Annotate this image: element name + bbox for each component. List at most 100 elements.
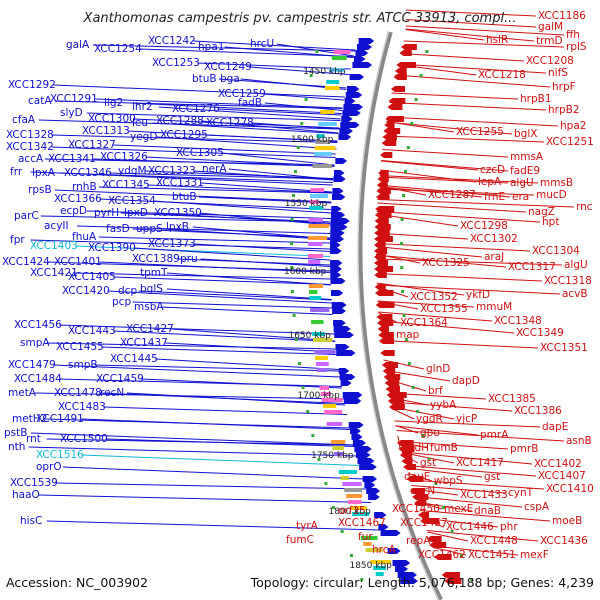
forward-gene-label[interactable]: bga [220,73,240,85]
forward-gene-label[interactable]: XCC1354 [108,195,156,207]
forward-gene-label[interactable]: XCC1421 [30,267,78,279]
reverse-gene-label[interactable]: XCC1467 [338,517,386,529]
forward-gene-label[interactable]: accA [18,153,44,165]
reverse-gene-label[interactable]: fur [358,531,373,543]
reverse-gene-label[interactable]: gpo [420,427,440,439]
reverse-gene-label[interactable]: algU [564,259,588,271]
forward-gene-label[interactable]: lhr2 [132,101,153,113]
forward-gene-label[interactable]: XCC1483 [58,401,106,413]
forward-gene-label[interactable]: rpsB [28,184,52,196]
forward-gene-label[interactable]: XCC1341 [48,153,96,165]
forward-gene-label[interactable]: XCC1295 [160,129,208,141]
reverse-gene-label[interactable]: era [512,191,529,203]
forward-gene-label[interactable]: XCC1350 [154,207,202,219]
forward-gene-label[interactable]: XCC1305 [176,147,224,159]
reverse-gene-label[interactable]: gcdH [402,442,429,454]
reverse-gene-label[interactable]: mmsB [540,177,573,189]
reverse-gene-label[interactable]: rnc [576,201,593,213]
forward-gene-label[interactable]: rnt [26,433,41,445]
forward-gene-label[interactable]: slyD [60,107,83,119]
forward-gene-label[interactable]: fadB [238,97,262,109]
forward-gene-label[interactable]: oprO [36,461,62,473]
reverse-gene-label[interactable]: yjcP [456,413,477,425]
forward-gene-label[interactable]: XCC1327 [68,139,116,151]
reverse-gene-label[interactable]: XCC1402 [534,458,582,470]
forward-gene-label[interactable]: XCC1500 [60,433,108,445]
reverse-gene-label[interactable]: oprN [410,485,435,497]
forward-gene-label[interactable]: dcp [118,285,137,297]
reverse-gene-label[interactable]: XCC1349 [516,327,564,339]
forward-gene-label[interactable]: btuB [172,191,197,203]
forward-gene-label[interactable]: XCC1259 [218,88,266,100]
reverse-gene-label[interactable]: czcD [480,164,505,176]
reverse-gene-label[interactable]: wbpS [434,475,463,487]
reverse-gene-label[interactable]: ygdR [416,413,443,425]
forward-gene-label[interactable]: uppS [136,223,163,235]
forward-gene-label[interactable]: XCC1346 [64,167,112,179]
reverse-gene-label[interactable]: yybA [430,399,457,411]
forward-gene-label[interactable]: parC [14,210,39,222]
reverse-gene-label[interactable]: XCC1446 [446,521,494,533]
reverse-gene-label[interactable]: rplS [566,41,587,53]
forward-gene-label[interactable]: XCC1390 [88,242,136,254]
forward-gene-label[interactable]: XCC1405 [68,271,116,283]
reverse-gene-label[interactable]: XCC1348 [494,315,542,327]
forward-gene-label[interactable]: frr [10,166,23,178]
reverse-gene-label[interactable]: XCC1302 [470,233,518,245]
reverse-gene-label[interactable]: cspA [524,501,550,513]
reverse-gene-label[interactable]: XCC1251 [546,136,594,148]
reverse-gene-label[interactable]: glnD [426,363,450,375]
reverse-gene-label[interactable]: hpa2 [560,120,586,132]
reverse-gene-label[interactable]: phr [500,521,518,533]
reverse-gene-label[interactable]: pmrA [480,429,509,441]
reverse-gene-label[interactable]: XCC1433 [460,489,508,501]
reverse-gene-label[interactable]: hpt [542,216,559,228]
forward-gene-label[interactable]: XCC1249 [204,61,252,73]
forward-gene-label[interactable]: XCC1313 [82,125,130,137]
reverse-gene-label[interactable]: XCC1407 [538,470,586,482]
reverse-gene-label[interactable]: ffh [566,29,580,41]
forward-gene-label[interactable]: XCC1456 [14,319,62,331]
reverse-gene-label[interactable]: trmD [536,35,563,47]
forward-gene-label[interactable]: cfaA [12,114,36,126]
reverse-gene-label[interactable]: moeB [552,515,582,527]
forward-gene-label[interactable]: XCC1478 [54,387,102,399]
reverse-gene-label[interactable]: orf35 [338,505,366,517]
forward-gene-label[interactable]: smpB [68,359,98,371]
reverse-gene-label[interactable]: XCC1436 [540,535,588,547]
forward-gene-label[interactable]: XCC1288 [156,115,204,127]
reverse-gene-label[interactable]: XCC1451 [468,549,516,561]
reverse-gene-label[interactable]: gst [420,457,436,469]
reverse-gene-label[interactable]: pmrB [510,443,538,455]
forward-gene-label[interactable]: XCC1323 [148,165,196,177]
forward-gene-label[interactable]: hrcU [250,38,274,50]
forward-gene-label[interactable]: XCC1292 [8,79,56,91]
forward-gene-label[interactable]: msbA [134,301,164,313]
reverse-gene-label[interactable]: XCC1462 [418,549,466,561]
reverse-gene-label[interactable]: nifS [548,67,568,79]
reverse-gene-label[interactable]: frnE [484,191,505,203]
forward-gene-label[interactable]: pyrH [94,207,119,219]
reverse-gene-label[interactable]: XCC1385 [488,393,536,405]
forward-gene-label[interactable]: rnhB [72,181,97,193]
reverse-gene-label[interactable]: map [396,329,420,341]
forward-gene-label[interactable]: galA [66,39,90,51]
forward-gene-label[interactable]: XCC1342 [6,141,54,153]
forward-gene-label[interactable]: haaO [12,489,40,501]
forward-gene-label[interactable]: XCC1479 [8,359,56,371]
forward-gene-label[interactable]: XCC1455 [56,341,104,353]
reverse-gene-label[interactable]: dnaB [474,505,501,517]
forward-gene-label[interactable]: bglS [140,283,163,295]
reverse-gene-label[interactable]: hrpB2 [548,104,580,116]
forward-gene-label[interactable]: XCC1328 [6,129,54,141]
forward-gene-label[interactable]: hpa1 [198,41,224,53]
reverse-gene-label[interactable]: tyrA [296,520,319,532]
reverse-gene-label[interactable]: fumB [430,442,458,454]
forward-gene-label[interactable]: fhuA [72,231,97,243]
forward-gene-label[interactable]: XCC1253 [152,57,200,69]
reverse-gene-label[interactable]: XCC1298 [460,220,508,232]
reverse-gene-label[interactable]: XCC1304 [532,245,580,257]
forward-gene-label[interactable]: XCC1424 [2,256,50,268]
forward-gene-label[interactable]: XCC1484 [14,373,62,385]
reverse-gene-label[interactable]: araJ [484,251,504,263]
